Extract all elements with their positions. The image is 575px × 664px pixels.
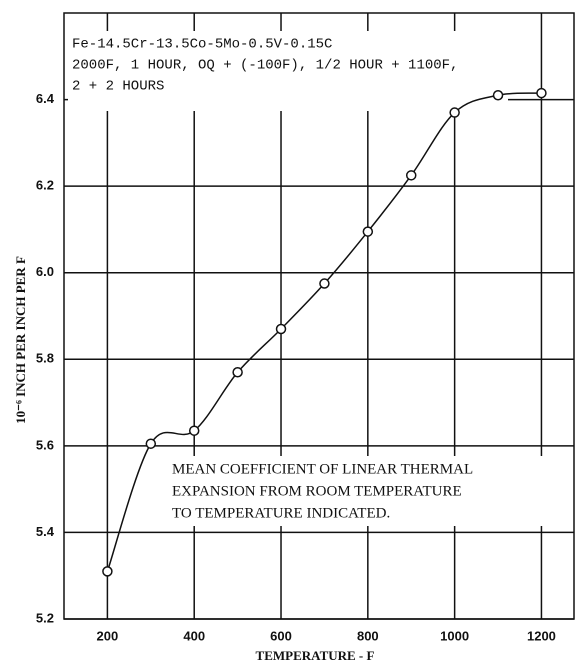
note: MEAN COEFFICIENT OF LINEAR THERMAL [172,461,473,477]
x-tick-label: 1000 [440,628,469,643]
note: TO TEMPERATURE INDICATED. [172,505,390,521]
annotation: 2000F, 1 HOUR, OQ + (-100F), 1/2 HOUR + … [72,58,458,74]
data-point [536,87,547,99]
y-tick-label: 5.6 [36,437,54,452]
y-tick-label: 5.4 [36,524,55,539]
y-tick-label: 5.8 [36,351,54,366]
data-point [232,367,243,378]
y-tick-label: 6.4 [36,91,55,106]
y-axis-label: 10⁻⁶ INCH PER INCH PER F [13,256,28,424]
annotation-bg [68,31,508,111]
data-point [319,278,330,289]
data-point [449,107,460,118]
y-tick-label: 6.0 [36,264,54,279]
data-point [188,425,200,436]
x-tick-label: 400 [183,628,205,643]
data-point [145,438,157,449]
x-tick-label: 800 [357,628,379,643]
note: EXPANSION FROM ROOM TEMPERATURE [172,483,462,499]
data-point [275,323,287,335]
annotation: 2 + 2 HOURS [72,79,164,95]
note-bg [168,456,558,526]
y-tick-label: 6.2 [36,178,54,193]
x-axis-label: TEMPERATURE - F [256,648,375,663]
data-point [492,89,504,101]
x-tick-label: 1200 [527,628,556,643]
data-point [362,226,374,237]
x-tick-label: 600 [270,628,292,643]
x-tick-label: 200 [97,628,119,643]
data-point [405,170,417,181]
data-point [102,566,113,577]
y-tick-label: 5.2 [36,610,54,625]
annotation: Fe-14.5Cr-13.5Co-5Mo-0.5V-0.15C [72,37,332,53]
